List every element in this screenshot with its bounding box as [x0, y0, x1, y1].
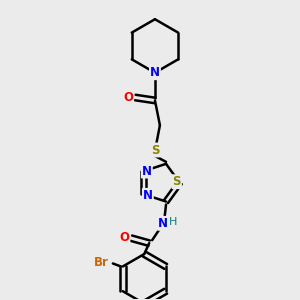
Text: H: H	[169, 217, 177, 227]
Text: N: N	[158, 217, 168, 230]
Text: S: S	[172, 175, 181, 188]
Text: O: O	[119, 231, 129, 244]
Text: S: S	[151, 143, 159, 157]
Text: N: N	[143, 189, 153, 202]
Text: O: O	[123, 91, 133, 104]
Text: N: N	[150, 66, 160, 79]
Text: N: N	[142, 164, 152, 178]
Text: Br: Br	[94, 256, 108, 269]
